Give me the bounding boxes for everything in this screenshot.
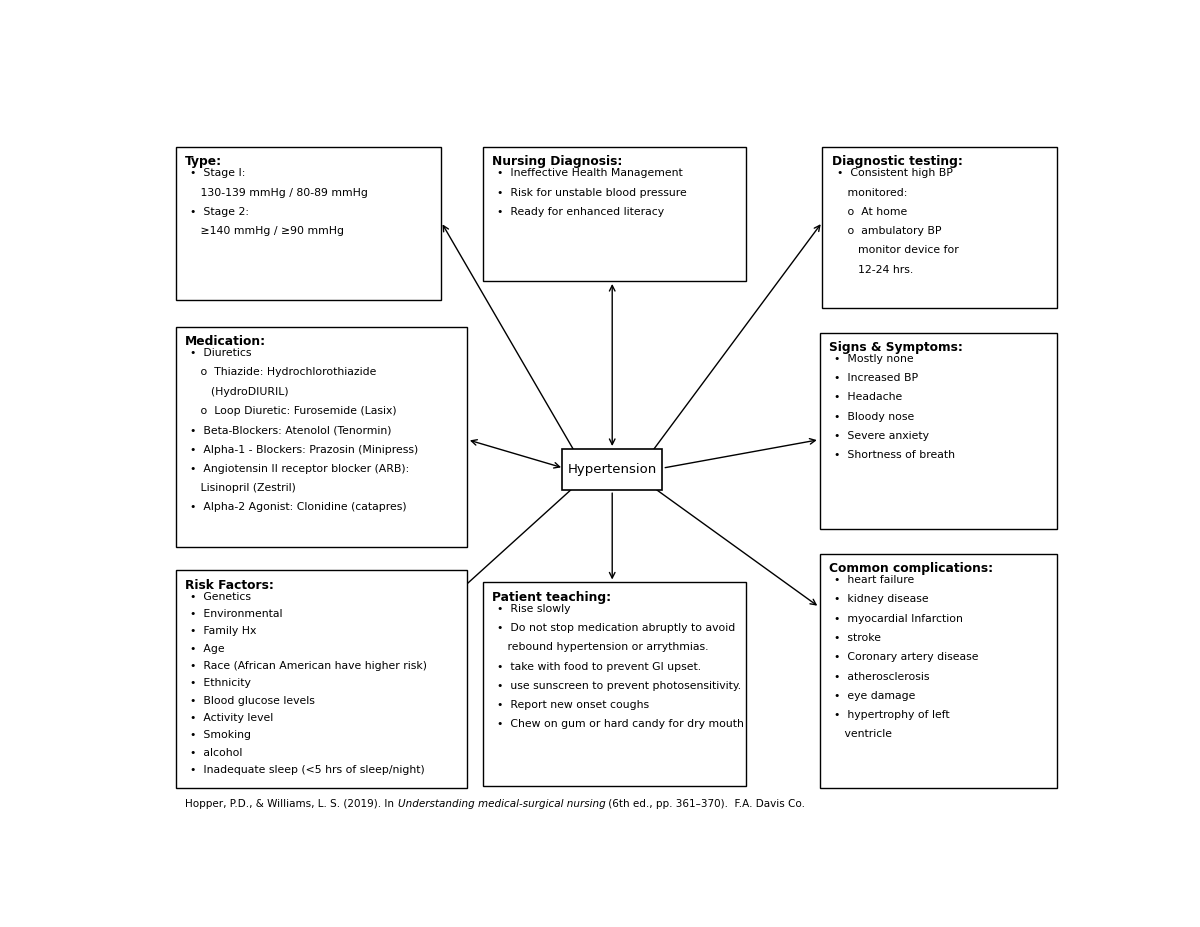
Text: monitor device for: monitor device for (830, 246, 959, 256)
Text: •  Genetics: • Genetics (184, 591, 252, 602)
Text: ≥140 mmHg / ≥90 mmHg: ≥140 mmHg / ≥90 mmHg (184, 226, 344, 236)
Text: •  kidney disease: • kidney disease (827, 594, 929, 604)
Bar (482, 147, 746, 281)
Text: •  Severe anxiety: • Severe anxiety (827, 431, 929, 441)
Text: •  Report new onset coughs: • Report new onset coughs (491, 700, 649, 710)
Bar (176, 327, 467, 547)
Text: Medication:: Medication: (185, 336, 266, 349)
Text: •  Race (African American have higher risk): • Race (African American have higher ris… (184, 661, 427, 671)
Text: •  Shortness of breath: • Shortness of breath (827, 451, 955, 461)
Text: •  stroke: • stroke (827, 633, 881, 643)
Text: •  Smoking: • Smoking (184, 730, 252, 741)
Text: •  alcohol: • alcohol (184, 747, 242, 757)
Text: •  Do not stop medication abruptly to avoid: • Do not stop medication abruptly to avo… (491, 623, 736, 633)
Text: •  Angiotensin II receptor blocker (ARB):: • Angiotensin II receptor blocker (ARB): (184, 464, 409, 474)
Bar (482, 582, 746, 786)
Text: •  use sunscreen to prevent photosensitivity.: • use sunscreen to prevent photosensitiv… (491, 680, 742, 691)
Text: Lisinopril (Zestril): Lisinopril (Zestril) (184, 483, 296, 493)
Text: •  Inadequate sleep (<5 hrs of sleep/night): • Inadequate sleep (<5 hrs of sleep/nigh… (184, 765, 425, 775)
Text: •  Risk for unstable blood pressure: • Risk for unstable blood pressure (491, 187, 688, 197)
Bar (820, 333, 1057, 528)
Text: Common complications:: Common complications: (829, 563, 994, 576)
Text: •  Ineffective Health Management: • Ineffective Health Management (491, 169, 683, 178)
Text: •  Activity level: • Activity level (184, 713, 274, 723)
Text: •  Consistent high BP: • Consistent high BP (830, 169, 953, 178)
Text: •  Chew on gum or hard candy for dry mouth: • Chew on gum or hard candy for dry mout… (491, 719, 744, 730)
Text: ventricle: ventricle (827, 730, 892, 740)
Text: Hypertension: Hypertension (568, 464, 656, 476)
Text: •  Increased BP: • Increased BP (827, 374, 918, 383)
Bar (176, 147, 442, 300)
Bar (562, 449, 662, 490)
Text: •  atherosclerosis: • atherosclerosis (827, 671, 930, 681)
Text: o  ambulatory BP: o ambulatory BP (830, 226, 941, 236)
Text: Hopper, P.D., & Williams, L. S. (2019). In: Hopper, P.D., & Williams, L. S. (2019). … (185, 799, 397, 809)
Bar (822, 147, 1057, 308)
Bar (176, 570, 467, 788)
Text: •  eye damage: • eye damage (827, 691, 916, 701)
Text: Risk Factors:: Risk Factors: (185, 578, 275, 591)
Text: •  Beta-Blockers: Atenolol (Tenormin): • Beta-Blockers: Atenolol (Tenormin) (184, 425, 392, 436)
Text: (HydroDIURIL): (HydroDIURIL) (184, 387, 289, 397)
Text: •  Rise slowly: • Rise slowly (491, 603, 571, 614)
Text: Type:: Type: (185, 156, 222, 169)
Text: (6th ed., pp. 361–370).  F.A. Davis Co.: (6th ed., pp. 361–370). F.A. Davis Co. (605, 799, 805, 809)
Text: Diagnostic testing:: Diagnostic testing: (832, 156, 962, 169)
Text: o  Loop Diuretic: Furosemide (Lasix): o Loop Diuretic: Furosemide (Lasix) (184, 406, 397, 416)
Text: rebound hypertension or arrythmias.: rebound hypertension or arrythmias. (491, 642, 709, 653)
Text: •  Age: • Age (184, 643, 226, 654)
Text: •  Headache: • Headache (827, 392, 902, 402)
Text: Nursing Diagnosis:: Nursing Diagnosis: (492, 156, 623, 169)
Text: •  Alpha-2 Agonist: Clonidine (catapres): • Alpha-2 Agonist: Clonidine (catapres) (184, 502, 407, 513)
Text: 130-139 mmHg / 80-89 mmHg: 130-139 mmHg / 80-89 mmHg (184, 187, 368, 197)
Text: •  Ethnicity: • Ethnicity (184, 679, 251, 688)
Text: Patient teaching:: Patient teaching: (492, 590, 611, 603)
Text: •  Bloody nose: • Bloody nose (827, 412, 914, 422)
Text: •  myocardial Infarction: • myocardial Infarction (827, 614, 962, 624)
Text: •  Mostly none: • Mostly none (827, 354, 913, 364)
Text: 12-24 hrs.: 12-24 hrs. (830, 265, 913, 274)
Text: •  Stage 2:: • Stage 2: (184, 207, 250, 217)
Text: •  hypertrophy of left: • hypertrophy of left (827, 710, 949, 720)
Text: Understanding medical-surgical nursing: Understanding medical-surgical nursing (397, 799, 605, 809)
Text: •  take with food to prevent GI upset.: • take with food to prevent GI upset. (491, 662, 702, 671)
Text: •  Family Hx: • Family Hx (184, 627, 257, 636)
Text: •  Coronary artery disease: • Coronary artery disease (827, 653, 978, 662)
Text: •  Alpha-1 - Blockers: Prazosin (Minipress): • Alpha-1 - Blockers: Prazosin (Minipres… (184, 445, 419, 454)
Text: •  Stage I:: • Stage I: (184, 169, 246, 178)
Text: •  Diuretics: • Diuretics (184, 349, 252, 358)
Text: •  Environmental: • Environmental (184, 609, 283, 619)
Text: o  At home: o At home (830, 207, 907, 217)
Text: •  heart failure: • heart failure (827, 575, 914, 585)
Text: o  Thiazide: Hydrochlorothiazide: o Thiazide: Hydrochlorothiazide (184, 367, 377, 377)
Text: •  Ready for enhanced literacy: • Ready for enhanced literacy (491, 207, 665, 217)
Text: Signs & Symptoms:: Signs & Symptoms: (829, 341, 962, 354)
Text: •  Blood glucose levels: • Blood glucose levels (184, 695, 316, 705)
Text: monitored:: monitored: (830, 187, 907, 197)
Bar (820, 553, 1057, 788)
